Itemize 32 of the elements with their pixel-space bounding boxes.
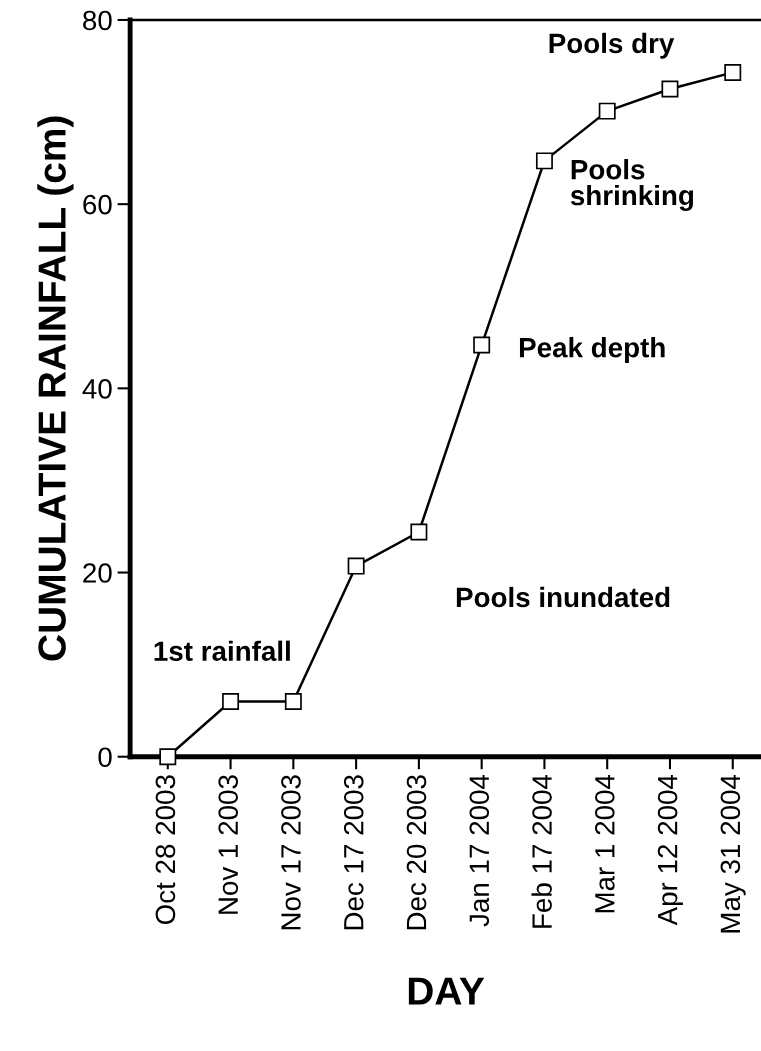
x-tick-label: Nov 1 2003 [218,775,239,914]
point [347,557,365,575]
x-tick-label: Nov 17 2003 [281,775,301,930]
point [535,152,553,170]
annotation: 1st rainfall [154,640,290,662]
annotation: Pools dry [549,32,675,59]
point [410,523,428,541]
x-tick-label: Jan 17 2004 [469,774,490,927]
point [284,692,302,710]
x-tick-label: Dec 20 2003 [406,775,427,930]
point [473,336,491,354]
y-tick-label: 80 [83,10,112,31]
point [598,102,616,120]
point [159,748,177,766]
y-tick-label: 0 [98,747,112,768]
y-tick-label: 60 [83,194,112,215]
annotation: Pools inundated [456,586,670,608]
y-axis-title: CUMULATIVE RAINFALL (cm) [37,116,74,661]
x-tick-label: May 31 2004 [720,774,746,933]
point [222,692,240,710]
y-tick-label: 20 [83,563,112,583]
x-tick-label: Apr 12 2004 [657,774,683,926]
x-tick-label: Feb 17 2004 [531,774,552,928]
point [724,63,742,81]
x-tick-label: Dec 17 2003 [343,775,364,930]
x-axis-title: DAY [408,977,485,1005]
annotation: Peak depth [519,337,665,363]
y-tick-label: 40 [82,379,112,399]
x-tick-label: Mar 1 2004 [594,774,615,913]
x-tick-label: Oct 28 2003 [155,775,176,925]
point [661,80,679,98]
annotation: Pools shrinking [570,159,693,211]
